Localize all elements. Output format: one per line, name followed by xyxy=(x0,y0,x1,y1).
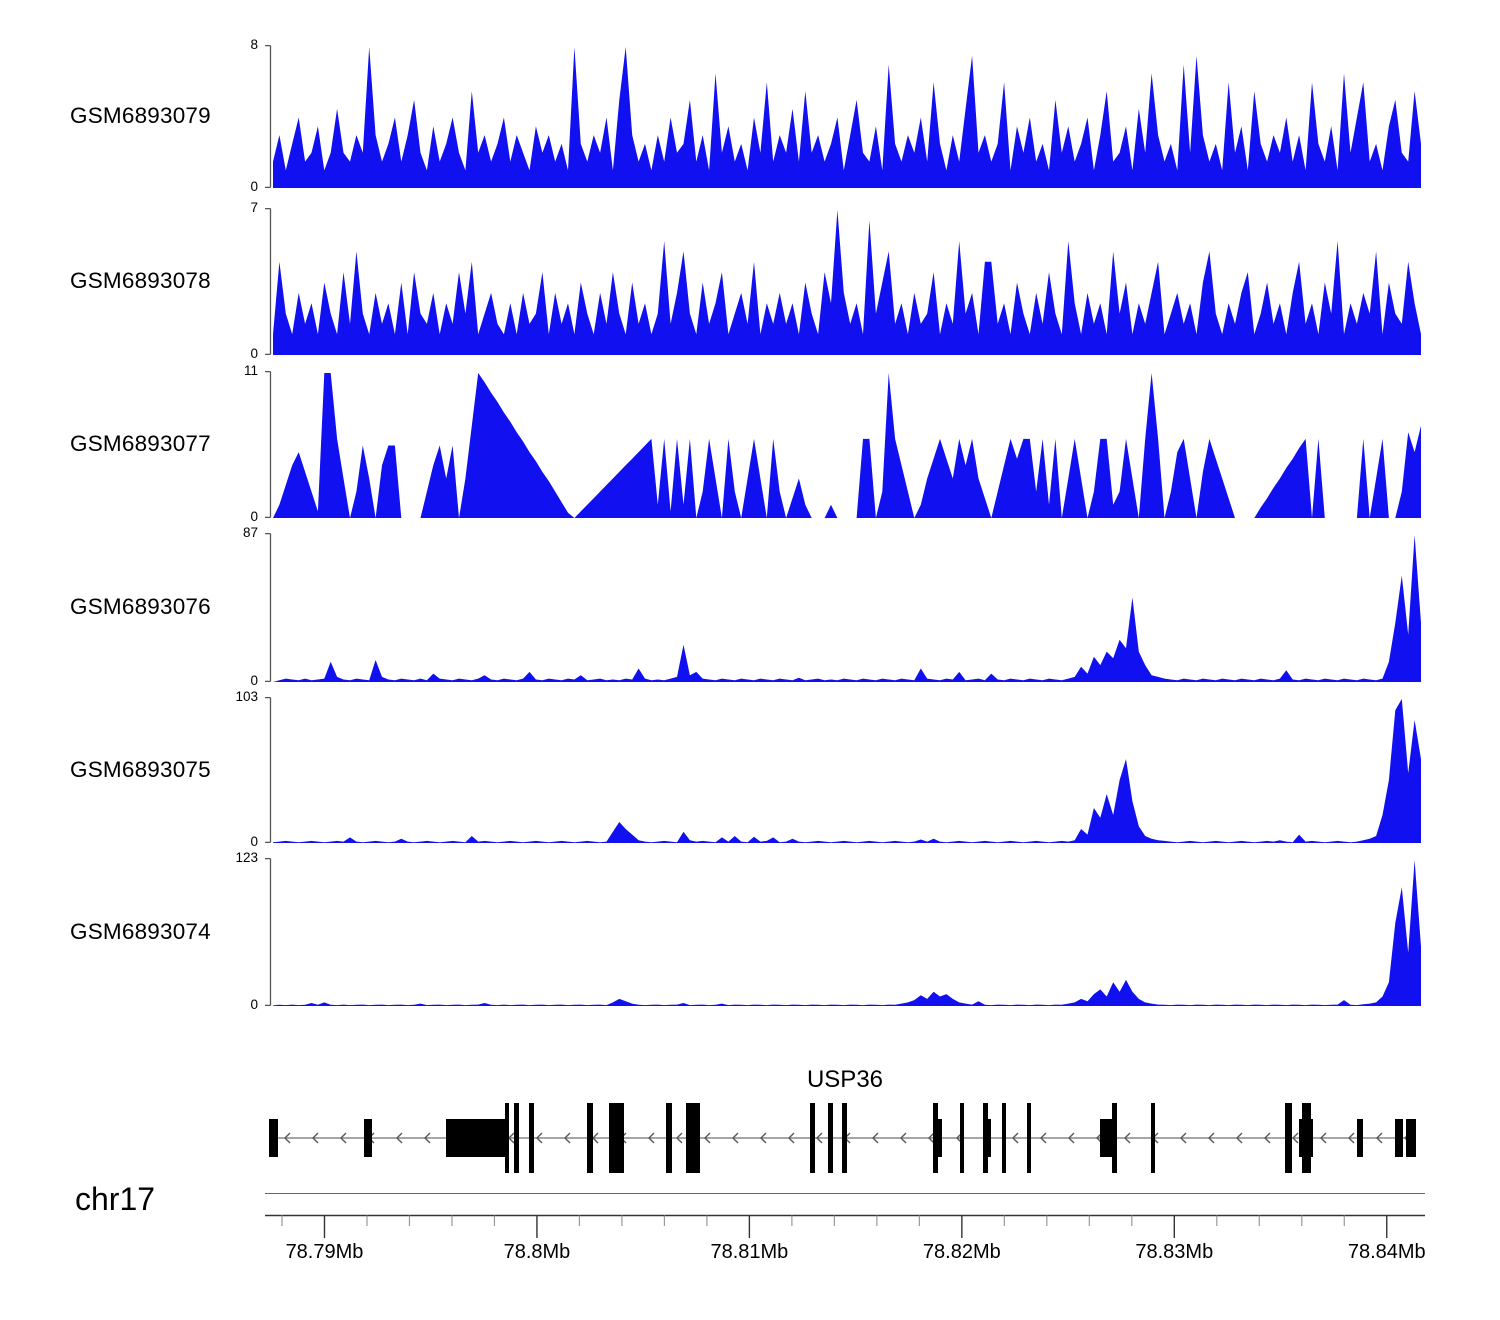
strand-arrow-left-icon xyxy=(928,1132,935,1144)
yaxis-zero-label: 0 xyxy=(250,673,258,688)
exon-box xyxy=(1002,1103,1006,1173)
track-label-gsm6893077: GSM6893077 xyxy=(70,431,211,456)
exon-box xyxy=(446,1119,506,1157)
strand-arrow-left-icon xyxy=(704,1132,711,1144)
exon-box xyxy=(1395,1119,1403,1157)
coverage-area-GSM6893075 xyxy=(273,699,1421,843)
yaxis-max-label: 11 xyxy=(243,363,258,378)
exon-box xyxy=(666,1103,672,1173)
strand-arrow-left-icon xyxy=(788,1132,795,1144)
exon-box xyxy=(828,1103,833,1173)
exon-box xyxy=(960,1103,964,1173)
strand-arrow-left-icon xyxy=(536,1132,543,1144)
strand-arrow-left-icon xyxy=(816,1132,823,1144)
axis-tick-label: 78.83Mb xyxy=(1135,1241,1213,1263)
strand-arrow-left-icon xyxy=(312,1132,319,1144)
exon-box xyxy=(842,1103,847,1173)
exon-box xyxy=(936,1119,942,1157)
strand-arrow-left-icon xyxy=(284,1132,291,1144)
strand-arrow-left-icon xyxy=(732,1132,739,1144)
coverage-area-GSM6893076 xyxy=(273,535,1421,682)
coverage-track-gsm6893074 xyxy=(265,858,1421,1006)
axis-tick-label: 78.79Mb xyxy=(286,1241,364,1263)
strand-arrow-left-icon xyxy=(1068,1132,1075,1144)
coverage-track-gsm6893077 xyxy=(265,371,1421,518)
exon-box xyxy=(269,1119,278,1157)
track-label-gsm6893079: GSM6893079 xyxy=(70,103,211,128)
yaxis-zero-label: 0 xyxy=(250,834,258,849)
strand-arrow-left-icon xyxy=(1208,1132,1215,1144)
coverage-area-GSM6893079 xyxy=(273,47,1421,188)
exon-box xyxy=(983,1103,988,1173)
strand-arrow-left-icon xyxy=(676,1132,683,1144)
exon-box xyxy=(1100,1119,1115,1157)
yaxis-max-label: 103 xyxy=(235,689,258,704)
yaxis-max-label: 87 xyxy=(242,525,258,540)
exon-box xyxy=(1027,1103,1031,1173)
axis-tick-label: 78.84Mb xyxy=(1348,1241,1426,1263)
strand-arrow-left-icon xyxy=(900,1132,907,1144)
exon-box xyxy=(514,1103,519,1173)
track-label-gsm6893078: GSM6893078 xyxy=(70,268,211,293)
yaxis-zero-label: 0 xyxy=(250,346,258,361)
coverage-track-gsm6893076 xyxy=(265,533,1421,682)
exon-box xyxy=(505,1103,509,1173)
exon-box xyxy=(810,1103,815,1173)
strand-arrow-left-icon xyxy=(872,1132,879,1144)
exon-box xyxy=(587,1103,593,1173)
strand-arrow-left-icon xyxy=(1264,1132,1271,1144)
exon-box xyxy=(1285,1103,1292,1173)
coverage-track-gsm6893078 xyxy=(265,208,1421,355)
strand-arrow-left-icon xyxy=(424,1132,431,1144)
yaxis-max-label: 7 xyxy=(250,200,258,215)
axis-tick-label: 78.82Mb xyxy=(923,1241,1001,1263)
exon-box xyxy=(529,1103,534,1173)
coverage-track-gsm6893075 xyxy=(265,697,1421,843)
exon-box xyxy=(1357,1119,1363,1157)
yaxis-max-label: 8 xyxy=(250,37,258,52)
track-label-gsm6893076: GSM6893076 xyxy=(70,594,211,619)
yaxis-zero-label: 0 xyxy=(250,509,258,524)
exon-box xyxy=(1406,1119,1416,1157)
strand-arrow-left-icon xyxy=(564,1132,571,1144)
genome-axis: 78.79Mb 78.8Mb 78.81Mb 78.82Mb 78.83Mb 78.84M… xyxy=(265,1193,1426,1263)
gene-model-track xyxy=(269,1103,1416,1173)
strand-arrow-left-icon xyxy=(1236,1132,1243,1144)
yaxis-max-label: 123 xyxy=(235,850,258,865)
exon-box xyxy=(686,1103,700,1173)
strand-arrow-left-icon xyxy=(1348,1132,1355,1144)
axis-tick-label: 78.81Mb xyxy=(710,1241,788,1263)
yaxis-zero-label: 0 xyxy=(250,997,258,1012)
chromosome-label: chr17 xyxy=(75,1181,156,1217)
strand-arrow-left-icon xyxy=(1124,1132,1131,1144)
strand-arrow-left-icon xyxy=(1040,1132,1047,1144)
coverage-track-gsm6893079 xyxy=(265,45,1421,188)
strand-arrow-left-icon xyxy=(1376,1132,1383,1144)
yaxis-zero-label: 0 xyxy=(250,179,258,194)
exon-box xyxy=(933,1103,938,1173)
coverage-area-GSM6893077 xyxy=(273,373,1421,518)
coverage-area-GSM6893074 xyxy=(273,860,1421,1006)
strand-arrow-left-icon xyxy=(1012,1132,1019,1144)
strand-arrow-left-icon xyxy=(1180,1132,1187,1144)
exon-box xyxy=(1302,1103,1311,1173)
strand-arrow-left-icon xyxy=(1292,1132,1299,1144)
track-label-gsm6893074: GSM6893074 xyxy=(70,919,211,944)
strand-arrow-left-icon xyxy=(648,1132,655,1144)
coverage-area-GSM6893078 xyxy=(273,210,1421,355)
exon-box xyxy=(1112,1103,1117,1173)
exon-box xyxy=(364,1119,372,1157)
strand-arrow-left-icon xyxy=(1320,1132,1327,1144)
track-label-gsm6893075: GSM6893075 xyxy=(70,757,211,782)
exon-box xyxy=(1151,1103,1155,1173)
axis-tick-label: 78.8Mb xyxy=(504,1241,571,1263)
strand-arrow-left-icon xyxy=(760,1132,767,1144)
strand-arrow-left-icon xyxy=(396,1132,403,1144)
exon-box xyxy=(609,1103,624,1173)
gene-name-label: USP36 xyxy=(806,1066,884,1093)
strand-arrow-left-icon xyxy=(340,1132,347,1144)
